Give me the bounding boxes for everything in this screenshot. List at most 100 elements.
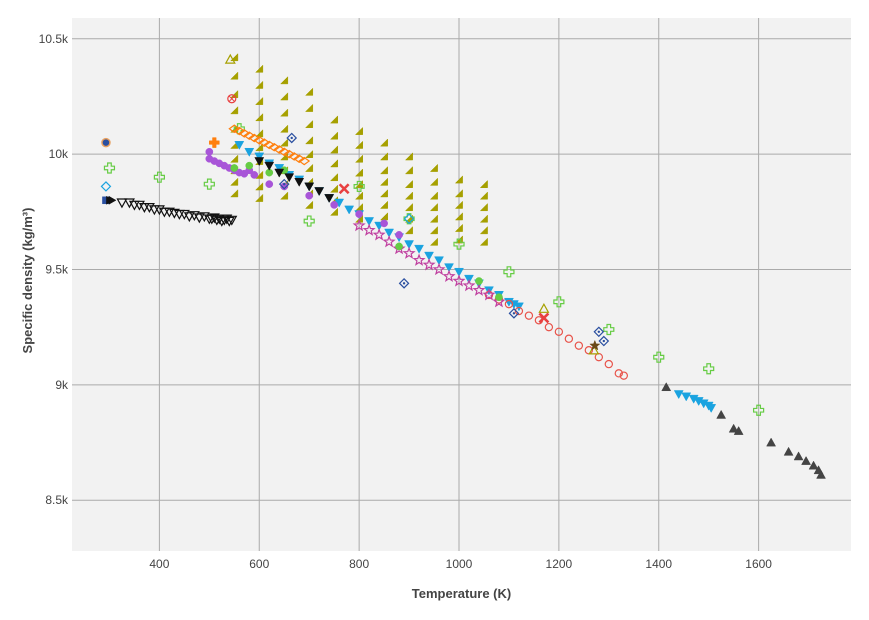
data-point <box>352 218 366 232</box>
data-point <box>329 159 339 168</box>
data-point <box>403 213 415 225</box>
data-point <box>183 212 195 223</box>
data-point <box>288 152 301 161</box>
data-point <box>444 263 454 273</box>
data-point <box>429 202 438 212</box>
data-point <box>379 166 388 175</box>
data-point <box>230 106 239 115</box>
data-point <box>283 149 296 159</box>
data-point <box>538 302 550 313</box>
data-point <box>314 187 325 197</box>
data-point <box>255 64 264 73</box>
data-point <box>304 103 314 112</box>
data-point <box>379 189 388 198</box>
data-point <box>226 215 238 226</box>
data-point <box>479 226 488 235</box>
data-point <box>384 228 395 238</box>
data-point <box>101 137 111 148</box>
data-point <box>280 191 289 200</box>
data-point <box>379 200 388 209</box>
data-point <box>614 369 623 378</box>
data-point <box>354 126 363 135</box>
data-point <box>372 227 386 241</box>
data-point <box>224 53 236 64</box>
y-tick-label: 9k <box>55 378 69 392</box>
data-point <box>619 371 628 380</box>
scatter-series <box>101 137 111 148</box>
data-point <box>716 409 727 419</box>
data-point <box>404 191 413 200</box>
scatter-series <box>103 123 765 416</box>
x-tick-label: 1000 <box>446 557 473 571</box>
data-point <box>254 152 265 162</box>
data-point <box>412 253 426 266</box>
data-point <box>178 209 190 220</box>
data-point <box>508 307 520 319</box>
data-point <box>123 198 135 209</box>
data-point <box>653 351 665 363</box>
x-tick-label: 800 <box>349 557 369 571</box>
data-point <box>303 215 315 227</box>
data-points <box>100 53 826 479</box>
data-point <box>304 87 314 96</box>
y-axis-title: Specific density (kg/m³) <box>20 208 35 354</box>
data-point <box>454 223 463 232</box>
data-point <box>198 212 210 223</box>
data-point <box>503 266 515 278</box>
data-point <box>188 211 200 222</box>
data-point <box>294 177 305 187</box>
data-point <box>479 202 488 212</box>
data-point <box>329 173 339 182</box>
data-point <box>216 216 228 227</box>
data-point <box>404 179 413 188</box>
data-point <box>454 175 463 184</box>
data-point <box>479 191 488 200</box>
data-point <box>250 171 259 179</box>
data-point <box>404 226 413 235</box>
scatter-series <box>227 94 237 104</box>
data-point <box>604 359 614 369</box>
data-point <box>233 126 246 136</box>
data-point <box>434 256 444 266</box>
data-point <box>404 202 413 212</box>
data-point <box>263 140 276 150</box>
data-point <box>264 161 275 171</box>
data-point <box>380 219 388 228</box>
data-point <box>492 294 506 308</box>
data-point <box>422 257 436 271</box>
data-point <box>404 166 413 175</box>
data-point <box>482 287 496 301</box>
data-point <box>706 404 717 413</box>
data-point <box>353 180 365 193</box>
x-tick-label: 400 <box>149 557 169 571</box>
data-point <box>244 147 255 157</box>
data-point <box>504 299 514 309</box>
data-point <box>230 177 239 186</box>
data-point <box>414 244 424 254</box>
data-point <box>574 341 584 350</box>
y-tick-label: 10k <box>49 147 69 161</box>
data-point <box>258 138 271 147</box>
scatter-series <box>116 198 238 227</box>
y-tick-label: 10.5k <box>39 32 69 46</box>
data-point <box>429 177 438 186</box>
scatter-series <box>589 339 601 351</box>
data-point <box>205 147 214 156</box>
data-point <box>753 404 765 416</box>
data-point <box>265 180 274 188</box>
data-point <box>402 246 416 259</box>
data-point <box>432 262 446 276</box>
data-point <box>329 145 339 154</box>
x-tick-label: 1200 <box>546 557 573 571</box>
data-point <box>801 455 811 465</box>
data-point <box>116 198 128 209</box>
data-point <box>354 154 363 163</box>
data-point <box>227 94 237 104</box>
data-point <box>280 108 289 117</box>
data-point <box>255 96 264 105</box>
data-point <box>293 154 306 164</box>
data-point <box>273 145 286 154</box>
data-point <box>230 154 239 163</box>
data-point <box>143 203 155 213</box>
